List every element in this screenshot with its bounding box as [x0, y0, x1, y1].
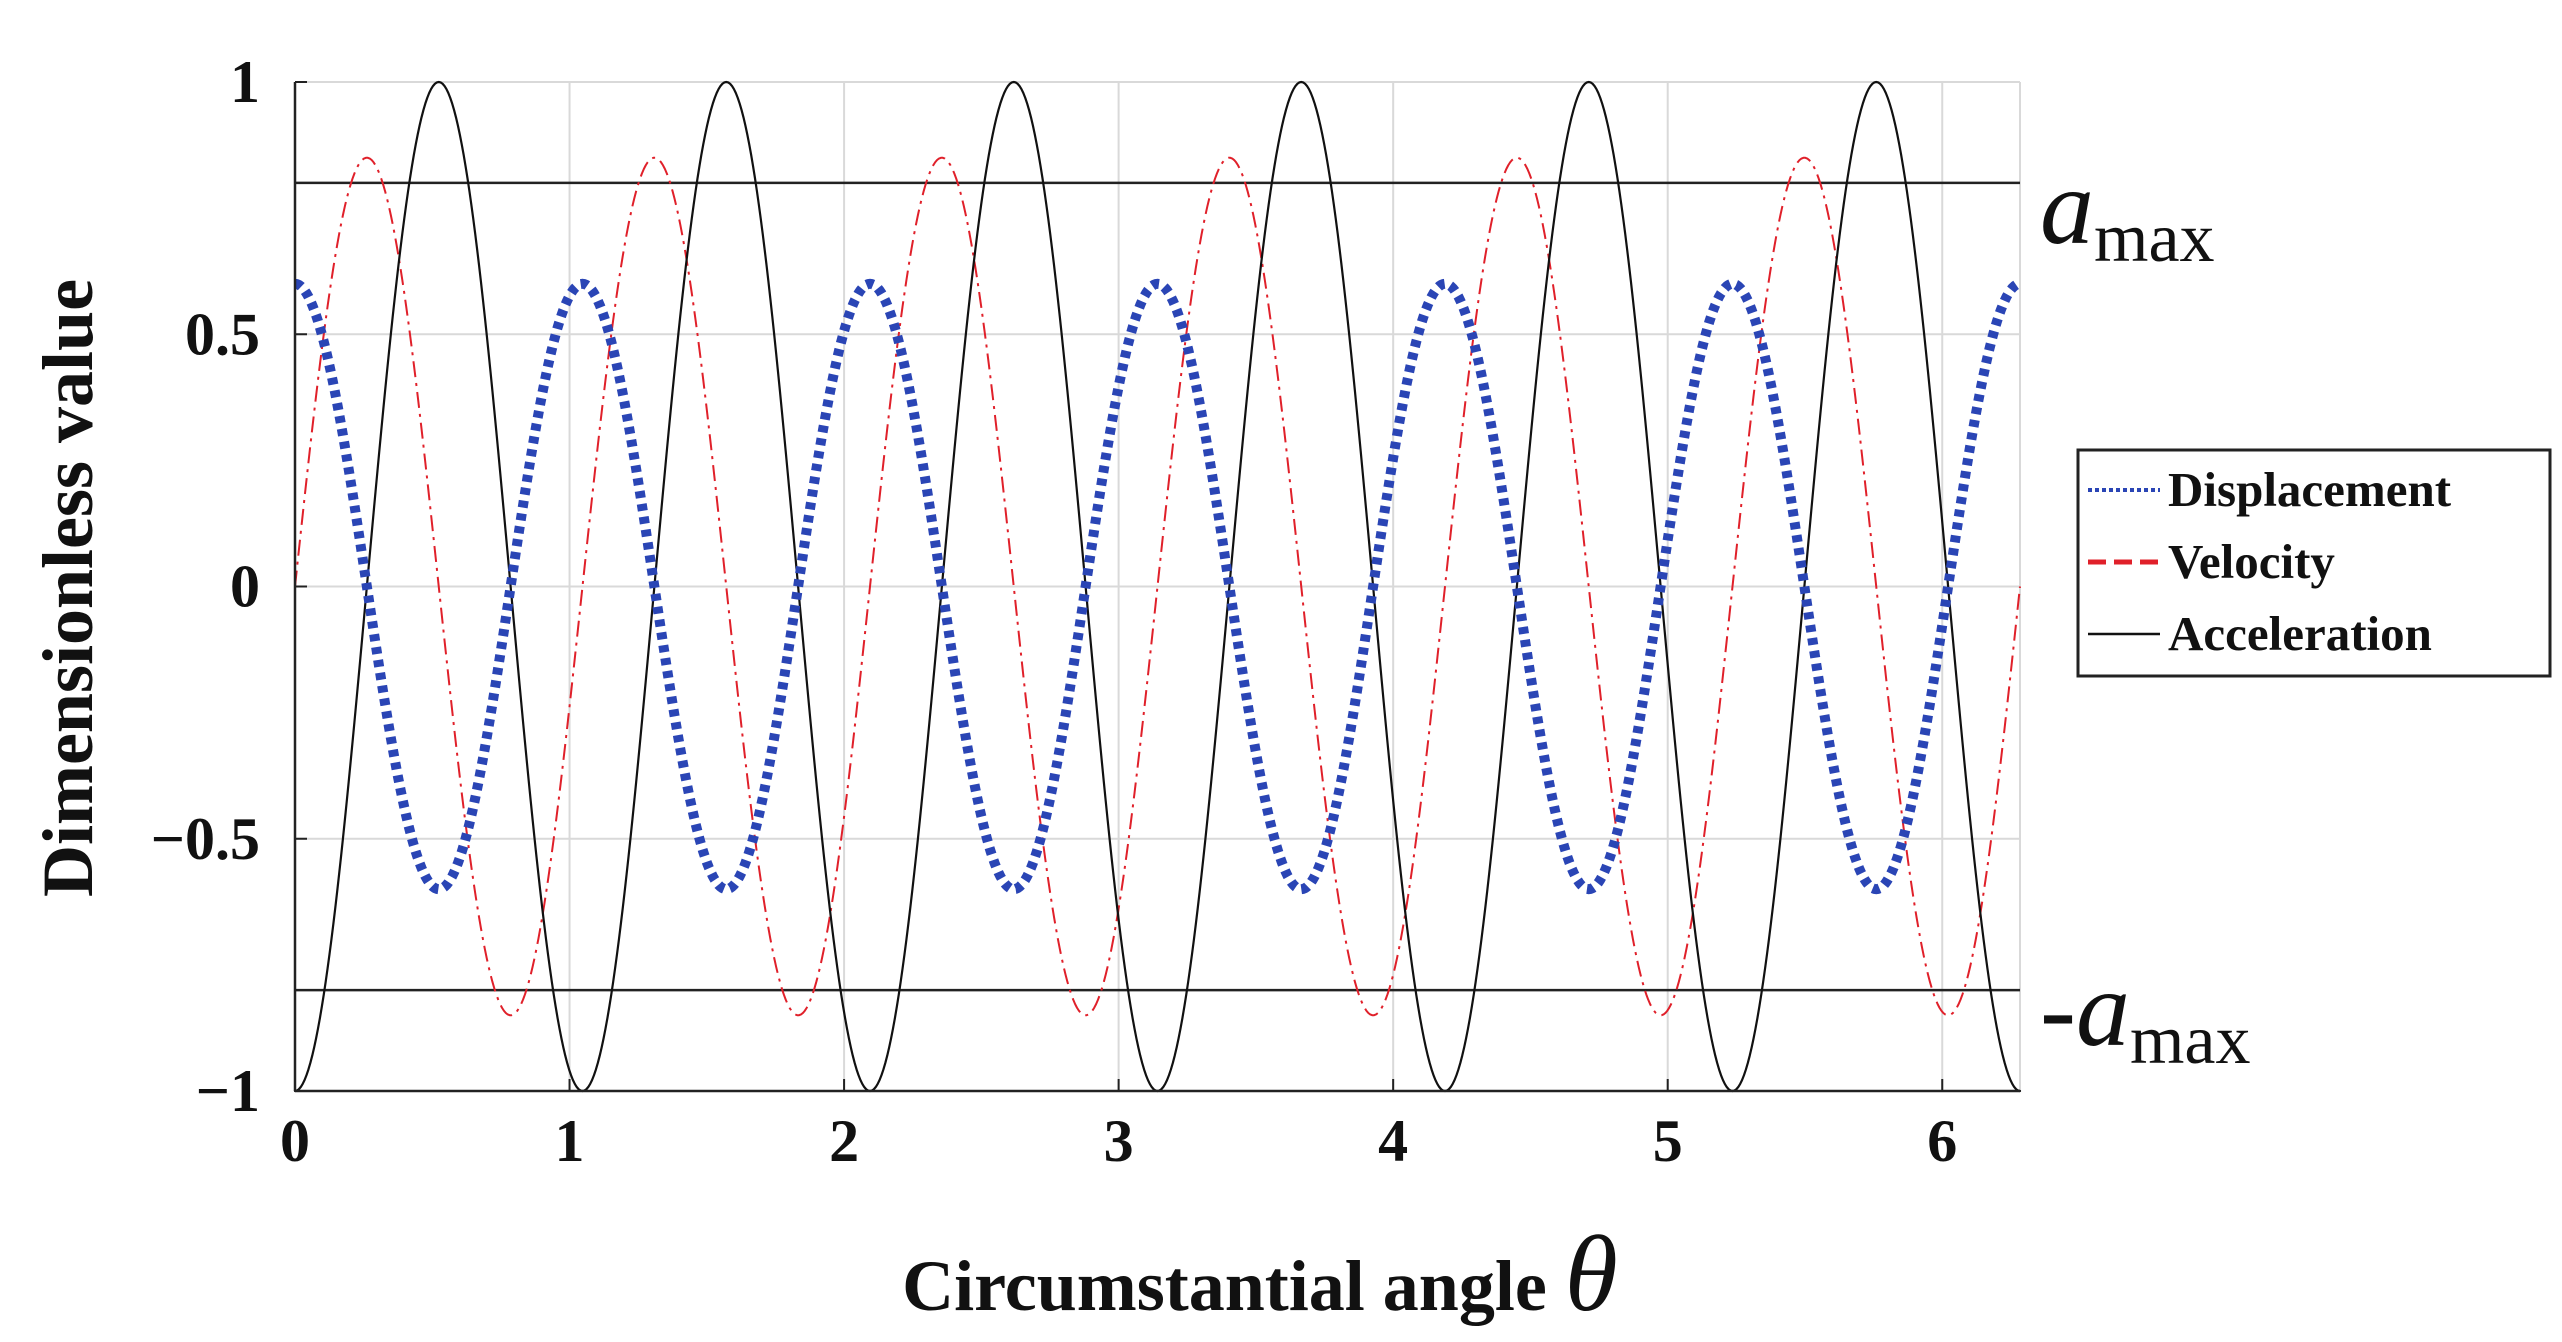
x-axis-title: Circumstantial angle θ [902, 1215, 1618, 1334]
reference-lines [295, 181, 2020, 992]
legend-label: Acceleration [2168, 606, 2432, 661]
series-line-displacement [291, 278, 2024, 895]
reference-label: -amax [2040, 950, 2251, 1079]
x-tick-labels: 0 1 2 3 4 5 6 [280, 1079, 1957, 1174]
y-tick-label: −1 [196, 1058, 260, 1124]
x-tick-label: 0 [280, 1108, 310, 1174]
legend-label: Velocity [2168, 534, 2335, 589]
grid [294, 81, 2021, 1092]
y-tick-label: 0 [230, 554, 260, 620]
reference-annotations: amax -amax [2040, 148, 2251, 1079]
legend: Displacement Velocity Acceleration [2076, 448, 2552, 678]
x-tick-label: 1 [555, 1108, 585, 1174]
y-tick-labels: 1 0.5 0 −0.5 −1 [151, 49, 307, 1124]
series-line-velocity [294, 156, 2021, 1017]
y-tick-label: 0.5 [185, 301, 260, 367]
reference-label: amax [2040, 148, 2215, 277]
x-axis-title-text: Circumstantial angle [902, 1246, 1547, 1326]
x-axis-title-symbol: θ [1565, 1215, 1618, 1334]
y-axis-title: Dimensionless value [28, 279, 108, 897]
y-tick-label: 1 [230, 49, 260, 115]
x-tick-label: 6 [1927, 1108, 1957, 1174]
x-tick-label: 5 [1653, 1108, 1683, 1174]
x-tick-label: 3 [1104, 1108, 1134, 1174]
legend-label: Displacement [2168, 462, 2452, 517]
x-tick-label: 2 [829, 1108, 859, 1174]
x-tick-label: 4 [1378, 1108, 1408, 1174]
y-tick-label: −0.5 [151, 806, 260, 872]
